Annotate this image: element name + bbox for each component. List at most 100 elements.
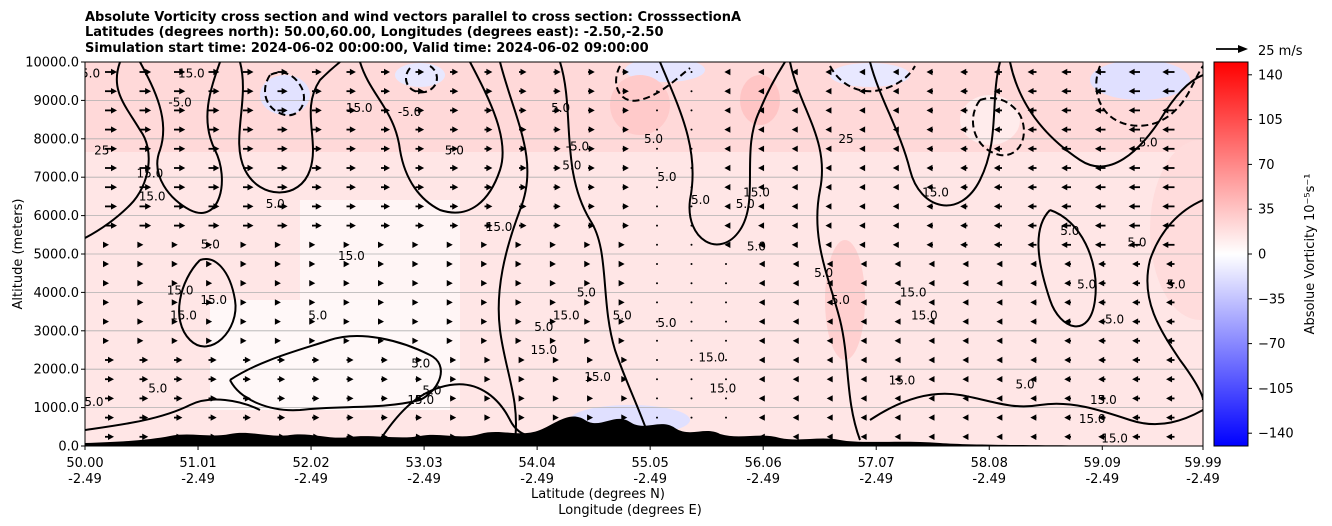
wind-vector-head — [213, 184, 220, 191]
wind-vector-head — [1166, 337, 1173, 344]
wind-vector-head — [860, 260, 867, 268]
x-tick-label-lon: -2.49 — [1186, 472, 1220, 487]
wind-vector-head — [724, 126, 731, 133]
wind-vector-head — [145, 126, 152, 133]
wind-vector-head — [1128, 203, 1135, 210]
contour-label: 15.0 — [167, 283, 194, 297]
wind-vector-head — [486, 145, 493, 152]
wind-vector-head — [274, 337, 281, 344]
wind-vector-head — [240, 260, 247, 268]
wind-vector-head — [1061, 68, 1068, 76]
wind-vector-head — [1061, 88, 1068, 95]
wind-vector-head — [859, 222, 866, 229]
wind-vector-head — [588, 164, 595, 172]
x-tick-label-lon: -2.49 — [68, 472, 102, 487]
wind-vector — [656, 224, 658, 227]
wind-vector-head — [892, 88, 899, 95]
wind-vector-head — [928, 260, 935, 268]
x-tick-label-lon: -2.49 — [520, 472, 554, 487]
wind-vector-head — [111, 222, 117, 229]
wind-vector-head — [179, 107, 186, 114]
contour-label: 15.0 — [407, 393, 434, 407]
wind-vector-head — [960, 107, 967, 114]
wind-vector-head — [791, 145, 798, 152]
wind-vector-head — [928, 299, 935, 306]
wind-vector-head — [758, 414, 765, 421]
wind-vector-head — [1128, 164, 1135, 172]
contour-label: 5.0 — [657, 316, 676, 330]
contour-label: 5.0 — [691, 193, 710, 207]
wind-vector-head — [343, 299, 350, 306]
wind-vector-head — [1064, 376, 1071, 383]
wind-vector-head — [1128, 241, 1135, 248]
wind-vector-head — [179, 222, 186, 229]
wind-vector-head — [247, 145, 254, 152]
wind-vector-head — [1094, 222, 1101, 229]
wind-vector-head — [349, 184, 356, 191]
wind-vector — [656, 71, 658, 73]
contour-label: 15.0 — [1101, 431, 1128, 445]
wind-vector-head — [926, 107, 933, 114]
wind-vector-head — [859, 164, 866, 172]
wind-vector-head — [758, 184, 765, 191]
wind-vector — [656, 243, 658, 246]
wind-vector-head — [826, 318, 833, 325]
wind-vector-head — [450, 356, 457, 364]
wind-vector-head — [926, 184, 933, 191]
wind-vector-head — [552, 376, 559, 383]
wind-vector — [690, 243, 693, 246]
contour-label: 5.0 — [1060, 224, 1079, 238]
wind-vector-head — [826, 433, 833, 440]
wind-vector — [656, 90, 658, 93]
wind-vector-head — [1064, 318, 1071, 325]
wind-vector-head — [452, 203, 459, 210]
wind-vector-head — [892, 126, 899, 133]
wind-vector-head — [622, 203, 629, 210]
wind-vector-head — [758, 222, 765, 229]
wind-vector-head — [349, 107, 356, 114]
wind-vector-head — [452, 184, 459, 191]
wind-vector-head — [825, 203, 832, 210]
x-tick-label-lat: 54.04 — [519, 456, 556, 471]
wind-vector-head — [1098, 318, 1105, 325]
wind-vector-head — [315, 222, 322, 229]
wind-vector-head — [621, 376, 628, 383]
wind-vector-head — [137, 241, 144, 248]
wind-vector-head — [1162, 164, 1169, 172]
colorbar-tick-label: 35 — [1258, 203, 1275, 218]
wind-vector-head — [142, 356, 149, 364]
wind-vector-head — [892, 184, 899, 191]
contour-label: 5.0 — [562, 159, 581, 173]
wind-vector-head — [381, 433, 388, 440]
wind-vector-head — [993, 203, 1000, 210]
wind-vector-head — [588, 88, 595, 95]
wind-vector-head — [315, 145, 322, 152]
wind-vector-head — [1128, 145, 1135, 152]
wind-vector — [690, 224, 693, 227]
contour-label: 5.0 — [1077, 278, 1096, 292]
contour-label: 5.0 — [1016, 378, 1035, 392]
contour-label: 15.0 — [200, 293, 227, 307]
wind-vector-head — [313, 356, 320, 364]
contour-label: 5.0 — [534, 320, 553, 334]
negative-contour-lines — [264, 65, 1203, 157]
contour-label: -5.0 — [566, 139, 589, 153]
wind-vector-head — [1132, 414, 1139, 421]
wind-vector-head — [1128, 222, 1135, 229]
wind-vector-head — [1162, 203, 1169, 210]
wind-vector-head — [179, 68, 186, 76]
wind-vector-head — [1162, 145, 1169, 152]
wind-vector-head — [960, 222, 967, 229]
wind-vector-head — [1061, 107, 1068, 114]
title-line-1: Absolute Vorticity cross section and win… — [85, 10, 741, 25]
wind-vector — [690, 320, 693, 323]
contour-label: 15.0 — [553, 308, 580, 322]
wind-vector-head — [1030, 318, 1037, 325]
wind-vector-head — [1064, 356, 1071, 364]
wind-vector — [656, 339, 658, 342]
wind-vector-head — [962, 318, 969, 325]
x-tick-label-lat: 53.03 — [405, 456, 442, 471]
wind-vector-head — [1094, 184, 1101, 191]
wind-vector-head — [928, 280, 935, 287]
wind-vector-head — [791, 68, 798, 76]
